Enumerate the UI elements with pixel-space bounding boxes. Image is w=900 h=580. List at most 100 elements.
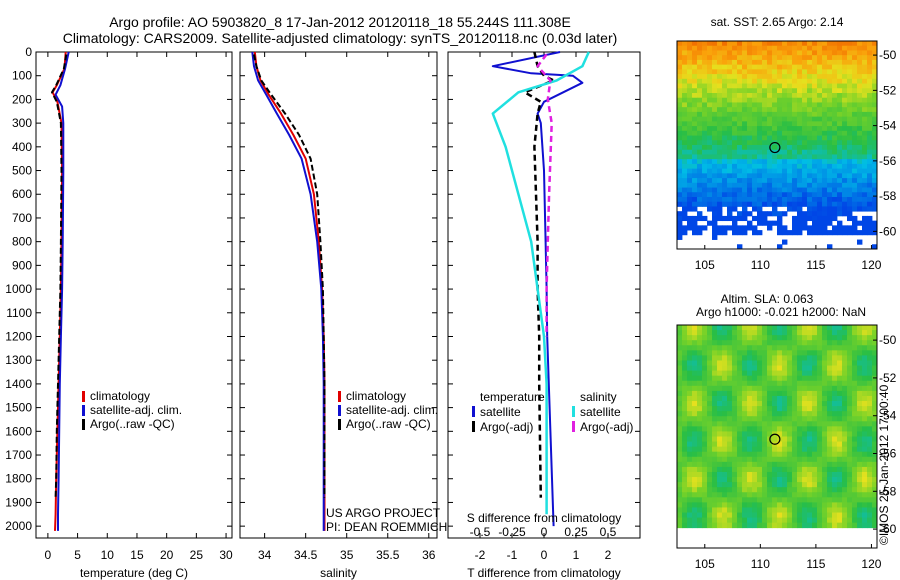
map-cell	[862, 159, 868, 165]
map-cell	[727, 149, 733, 155]
map-cell	[737, 507, 743, 513]
map-cell	[872, 441, 878, 448]
map-cell	[747, 411, 753, 417]
map-cell	[797, 502, 803, 508]
map-cell	[842, 330, 848, 336]
map-cell	[692, 522, 698, 529]
map-cell	[677, 436, 683, 442]
map-cell	[852, 421, 858, 427]
map-cell	[847, 395, 853, 402]
map-cell	[827, 173, 833, 179]
map-cell	[777, 187, 783, 193]
map-cell	[727, 436, 733, 442]
map-cell	[747, 426, 753, 432]
map-cell	[842, 380, 848, 387]
map-cell	[822, 390, 828, 397]
map-cell	[752, 187, 758, 193]
map-cell	[837, 50, 843, 56]
map-cell	[827, 50, 833, 56]
map-cell	[707, 365, 713, 372]
map-cell	[682, 355, 688, 361]
map-cell	[762, 74, 768, 80]
map-cell	[717, 461, 723, 468]
map-cell	[872, 395, 878, 402]
map-cell	[852, 441, 858, 448]
map-cell	[737, 370, 743, 377]
map-cell	[682, 401, 688, 407]
map-cell	[777, 116, 783, 122]
x2-tick-label: 0.25	[564, 525, 588, 539]
map-cell	[862, 436, 868, 442]
map-cell	[767, 55, 773, 61]
map-cell	[837, 471, 843, 478]
map-cell	[782, 365, 788, 372]
map-cell	[697, 517, 703, 524]
map-cell	[752, 45, 758, 51]
map-cell	[817, 74, 823, 80]
map-cell	[847, 471, 853, 478]
map-cell	[692, 507, 698, 513]
map-cell	[867, 355, 873, 361]
map-cell	[782, 431, 788, 437]
map-cell	[832, 78, 838, 84]
map-cell	[697, 111, 703, 118]
map-cell	[702, 375, 708, 382]
map-cell	[702, 406, 708, 412]
map-cell	[847, 416, 853, 422]
map-cell	[752, 497, 758, 503]
map-cell	[752, 492, 758, 498]
map-cell	[732, 215, 738, 222]
map-cell	[687, 116, 693, 122]
map-cell	[792, 88, 798, 94]
map-cell	[812, 335, 818, 341]
map-cell	[837, 206, 843, 212]
map-cell	[712, 78, 718, 84]
map-cell	[682, 390, 688, 397]
map-cell	[707, 421, 713, 427]
map-cell	[792, 201, 798, 207]
map-cell	[742, 140, 748, 146]
map-cell	[827, 512, 833, 518]
map-cell	[792, 64, 798, 70]
map-cell	[702, 335, 708, 341]
map-cell	[807, 59, 813, 66]
map-cell	[832, 50, 838, 56]
map-cell	[827, 395, 833, 402]
map-x-tick-label: 120	[861, 557, 881, 571]
map-cell	[852, 385, 858, 392]
map-cell	[702, 59, 708, 66]
map-cell	[677, 466, 683, 473]
map-cell	[752, 64, 758, 70]
map-cell	[752, 482, 758, 488]
map-cell	[692, 466, 698, 473]
map-cell	[822, 385, 828, 392]
map-cell	[732, 330, 738, 336]
map-cell	[677, 345, 683, 351]
map-cell	[802, 406, 808, 412]
map-cell	[857, 380, 863, 387]
map-cell	[727, 93, 733, 99]
map-cell	[867, 121, 873, 127]
map-cell	[867, 74, 873, 80]
map-cell	[742, 135, 748, 141]
map-cell	[772, 41, 778, 47]
map-cell	[862, 45, 868, 51]
map-cell	[862, 201, 868, 207]
map-cell	[687, 55, 693, 61]
map-cell	[847, 192, 853, 198]
map-cell	[712, 173, 718, 179]
map-cell	[857, 163, 863, 170]
map-cell	[777, 41, 783, 47]
map-cell	[817, 477, 823, 483]
map-cell	[677, 456, 683, 463]
map-cell	[787, 83, 793, 89]
map-cell	[762, 140, 768, 146]
map-cell	[702, 173, 708, 179]
map-cell	[832, 461, 838, 468]
map-cell	[742, 325, 748, 331]
map-cell	[827, 55, 833, 61]
map-cell	[832, 163, 838, 170]
map-cell	[787, 375, 793, 382]
map-cell	[737, 487, 743, 493]
map-cell	[737, 45, 743, 51]
